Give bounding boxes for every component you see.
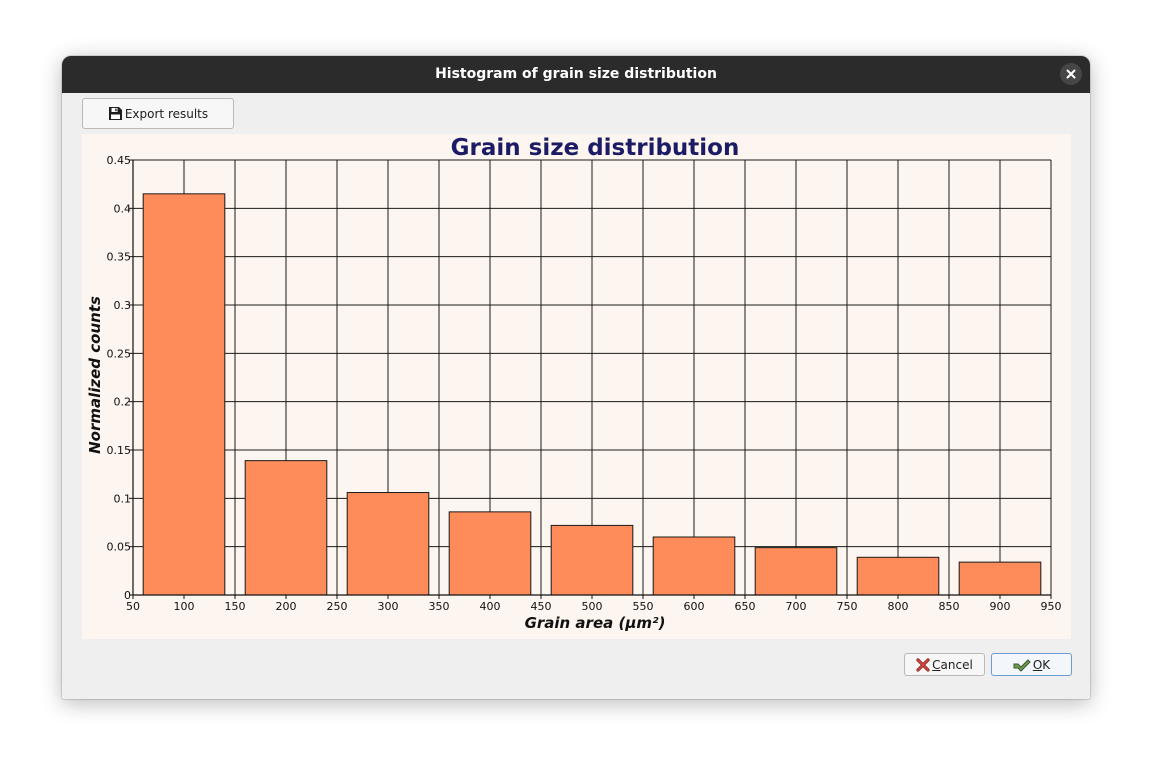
histogram-bar [142,193,226,596]
y-tick-label: 0.4 [114,202,132,215]
title-bar: Histogram of grain size distribution [62,56,1090,93]
histogram-bar [346,492,430,596]
x-tick-label: 850 [939,600,960,613]
histogram-bar [244,460,328,596]
cancel-label-rest: ancel [940,657,973,672]
ok-mnemonic: O [1032,657,1043,672]
cancel-button[interactable]: Cancel [904,653,985,676]
x-tick-label: 750 [837,600,858,613]
y-tick-label: 0.3 [114,299,132,312]
export-results-label: Export results [124,106,209,121]
y-tick-label: 0.1 [114,492,132,505]
chart-svg: 50 100 150 200 250 300 350 400 450 500 550 600 650 70… [82,134,1071,639]
y-tick-label: 0.25 [107,347,132,360]
green-check-icon [1013,658,1031,672]
histogram-bar [652,536,736,596]
histogram-bar [754,547,838,596]
x-tick-label: 200 [276,600,297,613]
export-results-button[interactable]: Export results [82,98,234,129]
cancel-label: Cancel [932,658,973,672]
x-tick-label: 700 [786,600,807,613]
x-tick-label: 600 [684,600,705,613]
x-tick-label: 300 [378,600,399,613]
y-tick-label: 0.35 [107,251,132,264]
y-tick-label: 0.15 [107,444,132,457]
ok-label: OK [1033,658,1050,672]
chart-title: Grain size distribution [451,135,740,161]
x-tick-label: 900 [990,600,1011,613]
close-icon [1066,69,1076,79]
y-tick-label: 0.45 [107,154,132,167]
x-tick-label: 250 [327,600,348,613]
x-tick-label: 650 [735,600,756,613]
cancel-mnemonic: C [932,657,941,672]
histogram-dialog: Histogram of grain size distribution Exp… [62,56,1090,699]
x-tick-label: 450 [531,600,552,613]
x-tick-label: 150 [225,600,246,613]
x-tick-label: 50 [126,600,140,613]
histogram-chart: 50 100 150 200 250 300 350 400 450 500 550 600 650 70… [82,134,1071,643]
histogram-bar [856,556,940,596]
x-axis-label: Grain area (µm²) [525,614,666,632]
x-tick-label: 950 [1041,600,1062,613]
x-tick-label: 500 [582,600,603,613]
red-x-icon [916,657,930,672]
y-tick-label: 0 [124,589,131,602]
x-tick-label: 550 [633,600,654,613]
histogram-bar [550,524,634,596]
histogram-bar [958,561,1042,596]
y-tick-label: 0.2 [114,396,132,409]
x-tick-label: 350 [429,600,450,613]
x-tick-label: 100 [174,600,195,613]
x-tick-label: 800 [888,600,909,613]
histogram-bar [448,511,532,596]
window-title: Histogram of grain size distribution [435,66,717,82]
close-button[interactable] [1060,63,1082,85]
y-axis-label: Normalized counts [86,296,104,454]
ok-button[interactable]: OK [991,653,1072,676]
floppy-disk-icon [108,107,122,120]
x-tick-label: 400 [480,600,501,613]
y-tick-label: 0.05 [107,541,132,554]
ok-label-rest: K [1042,657,1051,672]
